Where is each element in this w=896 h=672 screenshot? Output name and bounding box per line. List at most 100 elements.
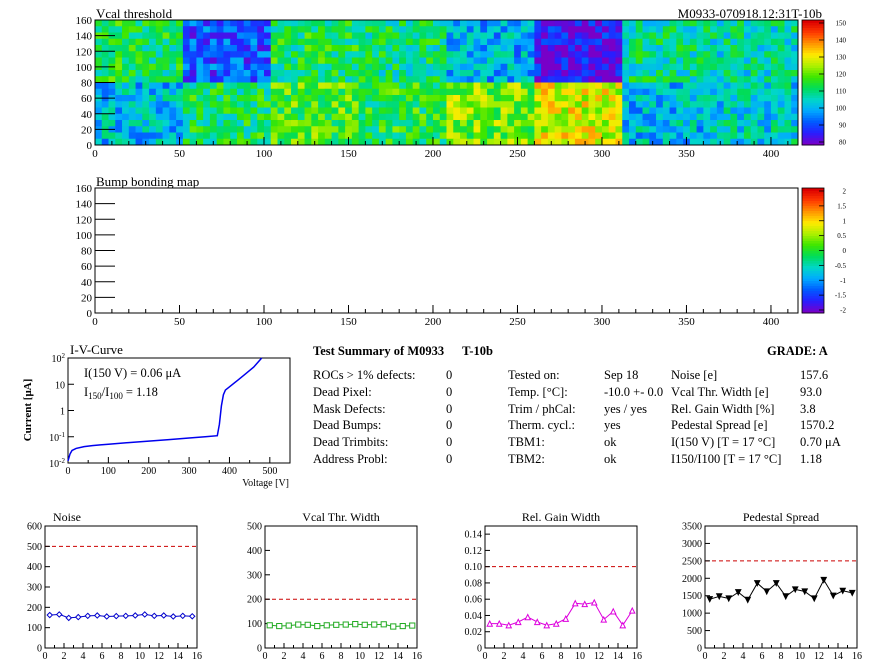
vcal-pixel: [365, 95, 373, 102]
vcal-pixel: [304, 138, 312, 146]
vcal-pixel: [345, 20, 353, 27]
vcal-pixel: [291, 76, 299, 83]
vcal-pixel: [601, 76, 610, 83]
vcal-pixel: [243, 120, 251, 127]
vcal-pixel: [318, 120, 326, 127]
bump-map-title: Bump bonding map: [96, 174, 199, 189]
vcal-pixel: [541, 126, 549, 133]
palette-band: [802, 218, 824, 221]
vcal-pixel: [635, 120, 643, 127]
vcal-pixel: [324, 101, 332, 108]
vcal-pixel: [101, 20, 109, 27]
x-tick-label: 400: [763, 148, 780, 160]
vcal-pixel: [432, 38, 441, 46]
vcal-pixel: [311, 51, 319, 58]
vcal-pixel: [615, 26, 623, 33]
vcal-pixel: [534, 82, 542, 90]
vcal-pixel: [635, 113, 643, 121]
summary-mid-label: Therm. cycl.:: [508, 418, 575, 433]
vcal-pixel: [676, 95, 684, 102]
vcal-pixel: [588, 38, 596, 46]
vcal-pixel: [716, 113, 725, 121]
vcal-pixel: [642, 57, 650, 65]
vcal-pixel: [203, 63, 211, 71]
vcal-pixel: [473, 32, 481, 40]
vcal-pixel: [142, 82, 150, 90]
vcal-pixel: [101, 82, 109, 90]
vcal-pixel: [270, 101, 278, 108]
vcal-pixel: [473, 45, 481, 52]
vcal-pixel: [182, 20, 191, 27]
vcal-pixel: [595, 138, 603, 146]
vcal-pixel: [142, 51, 150, 58]
vcal-pixel: [203, 45, 211, 52]
vcal-pixel: [142, 113, 150, 121]
vcal-pixel: [385, 82, 393, 90]
data-point: [179, 612, 187, 620]
vcal-pixel: [723, 76, 731, 83]
vcal-pixel: [257, 95, 265, 102]
x-tick-label: 14: [613, 651, 623, 662]
vcal-pixel: [365, 32, 373, 40]
vcal-pixel: [791, 70, 799, 77]
vcal-pixel: [493, 120, 501, 127]
vcal-pixel: [135, 132, 143, 140]
plot-title: Vcal Thr. Width: [302, 510, 379, 524]
vcal-pixel: [669, 138, 677, 146]
vcal-pixel: [142, 20, 150, 27]
vcal-pixel: [128, 45, 136, 52]
vcal-pixel: [155, 76, 163, 83]
vcal-pixel: [338, 51, 346, 58]
vcal-pixel: [514, 107, 522, 115]
vcal-pixel: [263, 70, 272, 77]
vcal-pixel: [649, 120, 657, 127]
vcal-pixel: [527, 32, 535, 40]
vcal-pixel: [622, 38, 630, 46]
vcal-pixel: [277, 26, 285, 33]
y-tick-label: 80: [81, 78, 93, 90]
vcal-pixel: [399, 20, 407, 27]
vcal-pixel: [243, 32, 251, 40]
vcal-pixel: [277, 20, 285, 27]
vcal-pixel: [568, 107, 576, 115]
vcal-pixel: [743, 101, 752, 108]
vcal-pixel: [493, 132, 501, 140]
vcal-pixel: [257, 82, 265, 90]
vcal-pixel: [527, 107, 535, 115]
vcal-pixel: [750, 88, 758, 96]
x-tick-label: 14: [173, 651, 183, 662]
data-point: [753, 580, 761, 587]
vcal-pixel: [507, 107, 515, 115]
vcal-pixel: [527, 70, 535, 77]
y-tick-label: 40: [81, 277, 93, 289]
vcal-pixel: [446, 76, 454, 83]
vcal-pixel: [696, 120, 704, 127]
vcal-pixel: [372, 32, 380, 40]
plot-frame: [704, 525, 858, 649]
vcal-pixel: [561, 95, 569, 102]
vcal-pixel: [284, 51, 292, 58]
y-tick-label: 300: [247, 570, 262, 581]
vcal-pixel: [405, 113, 414, 121]
vcal-pixel: [683, 70, 691, 77]
vcal-pixel: [541, 45, 549, 52]
palette-band: [802, 35, 824, 38]
vcal-pixel: [770, 63, 779, 71]
vcal-pixel: [304, 107, 312, 115]
vcal-pixel: [595, 82, 603, 90]
vcal-pixel: [236, 132, 245, 140]
bump-map-svg: Bump bonding map 0 50 100 150 200 250 300 350 40…: [76, 174, 847, 328]
vcal-pixel: [629, 63, 637, 71]
vcal-pixel: [115, 126, 123, 133]
palette-band: [802, 225, 824, 229]
vcal-pixel: [291, 45, 299, 52]
summary-right-value: 157.6: [800, 368, 829, 382]
vcal-pixel: [385, 107, 393, 115]
vcal-pixel: [236, 82, 245, 90]
vcal-pixel: [372, 107, 380, 115]
vcal-pixel: [149, 95, 157, 102]
palette-band: [802, 293, 824, 296]
vcal-pixel: [345, 38, 353, 46]
